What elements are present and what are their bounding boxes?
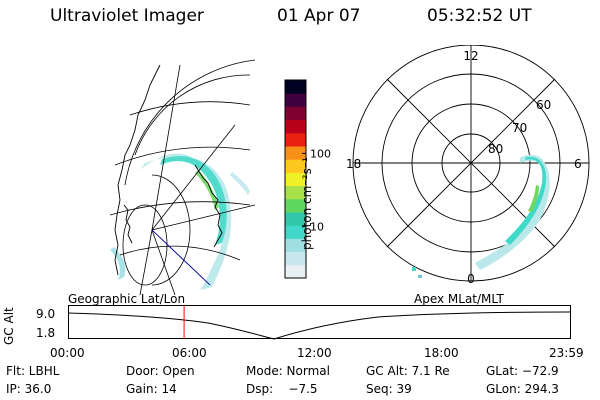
colorbar-segment bbox=[285, 106, 306, 121]
colorbar-unit-label: photon cm⁻²s⁻¹ bbox=[300, 157, 314, 250]
coastlines bbox=[114, 64, 223, 276]
colorbar-segment bbox=[285, 264, 306, 279]
ip-info: IP: 36.0 bbox=[6, 382, 52, 396]
colorbar-segment bbox=[285, 185, 306, 200]
timeline-xtick-1: 06:00 bbox=[172, 346, 207, 360]
geographic-map bbox=[109, 59, 256, 295]
colorbar-tick-label: 100 bbox=[310, 147, 331, 160]
timeline-xtick-0: 00:00 bbox=[50, 346, 85, 360]
timeline-y-label: GC Alt bbox=[2, 307, 16, 345]
timeline-right-label: Apex MLat/MLT bbox=[414, 292, 504, 306]
mode-info: Mode: Normal bbox=[246, 364, 330, 378]
glat-info: GLat: −72.9 bbox=[486, 364, 559, 378]
colorbar-segment bbox=[285, 132, 306, 147]
timeline-xtick-4: 23:59 bbox=[549, 346, 584, 360]
timeline-ytick-min: 1.8 bbox=[36, 326, 56, 340]
timeline-plot bbox=[68, 305, 571, 340]
colorbar-segment bbox=[285, 225, 306, 239]
colorbar-segment bbox=[285, 238, 306, 253]
geographic-aurora bbox=[110, 153, 250, 290]
gc-alt-curve bbox=[68, 311, 571, 340]
colorbar-segment bbox=[285, 80, 306, 94]
glon-info: GLon: 294.3 bbox=[486, 382, 559, 396]
colorbar-segment bbox=[285, 251, 306, 266]
lat-label-60: 60 bbox=[536, 98, 551, 112]
colorbar-segment bbox=[285, 159, 306, 173]
door-info: Door: Open bbox=[126, 364, 195, 378]
timeline-ytick-max: 9.0 bbox=[36, 307, 56, 321]
colorbar-segment bbox=[285, 93, 306, 107]
lat-label-80: 80 bbox=[488, 142, 503, 156]
colorbar-tick-label: 10 bbox=[310, 221, 324, 234]
filter-info: Flt: LBHL bbox=[6, 364, 60, 378]
colorbar-segment bbox=[285, 119, 306, 134]
colorbar-segment bbox=[285, 198, 306, 213]
timeline-xtick-2: 12:00 bbox=[297, 346, 332, 360]
polar-plot: 12 18 6 0 60 70 80 bbox=[346, 45, 590, 285]
date-label: 01 Apr 07 bbox=[277, 6, 361, 26]
mlt-label-0: 0 bbox=[467, 272, 475, 285]
time-label: 05:32:52 UT bbox=[427, 6, 532, 26]
timeline-left-label: Geographic Lat/Lon bbox=[68, 292, 186, 306]
mlt-label-6: 6 bbox=[574, 157, 582, 171]
colorbar-segment bbox=[285, 212, 306, 226]
dsp-info: Dsp: −7.5 bbox=[246, 382, 318, 396]
mlt-label-18: 18 bbox=[346, 157, 361, 171]
timeline-xtick-3: 18:00 bbox=[424, 346, 459, 360]
colorbar-segment bbox=[285, 172, 306, 187]
colorbar-segment bbox=[285, 146, 306, 160]
polar-aurora bbox=[412, 154, 550, 278]
lat-label-70: 70 bbox=[512, 121, 527, 135]
app-title: Ultraviolet Imager bbox=[50, 6, 204, 26]
gain-info: Gain: 14 bbox=[126, 382, 177, 396]
seq-info: Seq: 39 bbox=[366, 382, 412, 396]
gc-alt-info: GC Alt: 7.1 Re bbox=[366, 364, 450, 378]
colorbar: 100 10 bbox=[284, 79, 331, 279]
mlt-label-12: 12 bbox=[463, 49, 478, 63]
